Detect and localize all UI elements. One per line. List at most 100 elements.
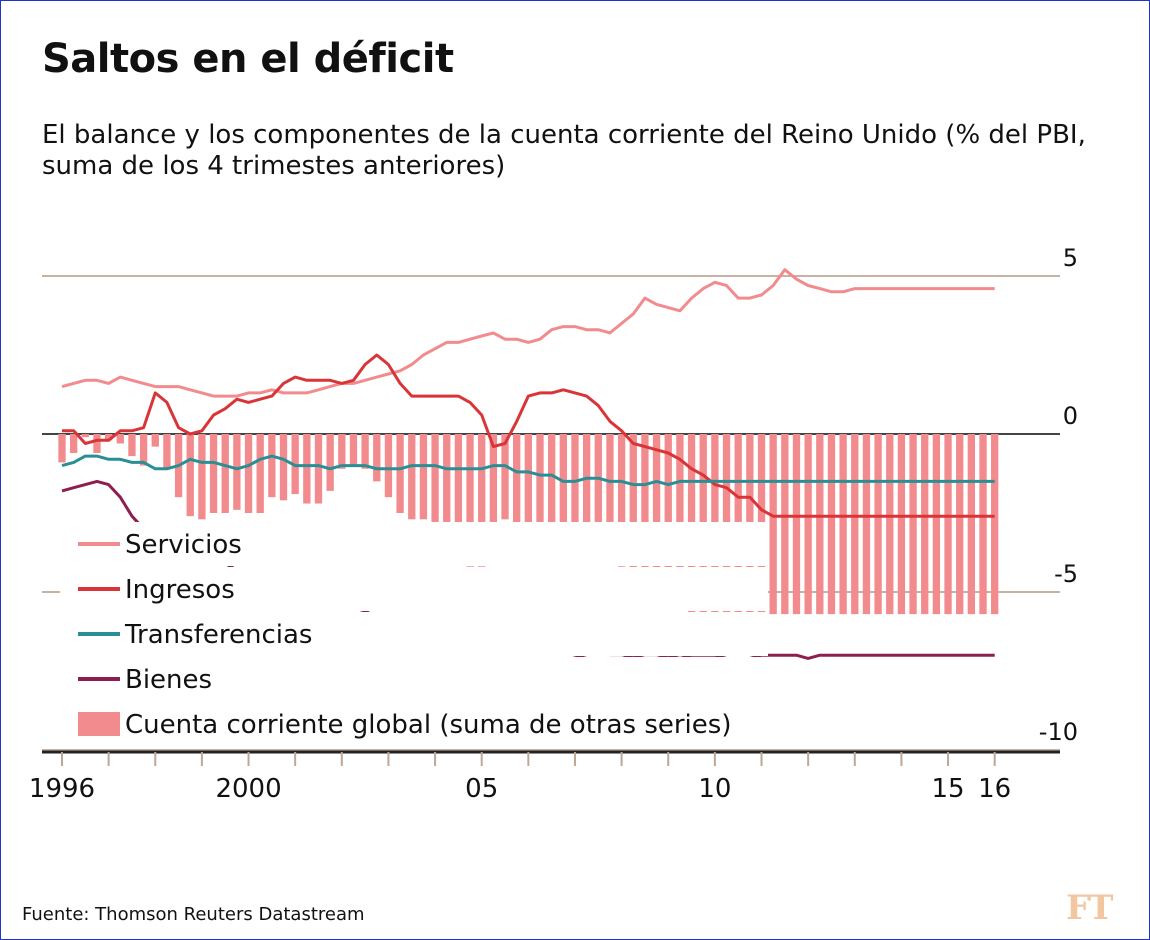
bar-mark bbox=[163, 434, 171, 469]
legend-label: Cuenta corriente global (suma de otras s… bbox=[125, 710, 731, 740]
bar-mark bbox=[676, 434, 684, 605]
bar-mark bbox=[268, 434, 276, 498]
y-tick-label: 5 bbox=[1063, 244, 1078, 272]
y-tick-label: -5 bbox=[1054, 560, 1078, 588]
x-axis: 1996 2000 05 10 15 16 bbox=[29, 750, 1060, 804]
bar-mark bbox=[501, 434, 509, 520]
series-line-ingresos bbox=[62, 353, 995, 518]
bar-mark bbox=[58, 434, 66, 463]
bar-mark bbox=[221, 434, 229, 513]
bar-mark bbox=[536, 434, 544, 536]
series-line-servicios bbox=[61, 268, 995, 398]
bar-mark bbox=[338, 434, 346, 469]
bar-mark bbox=[641, 434, 649, 586]
y-tick-label: 0 bbox=[1063, 402, 1078, 430]
bar-mark bbox=[594, 434, 602, 551]
bar-mark bbox=[617, 434, 626, 567]
legend-label: Transferencias bbox=[124, 620, 312, 650]
bar-mark bbox=[419, 434, 428, 520]
bar-mark bbox=[874, 434, 882, 615]
bar-mark bbox=[279, 434, 288, 501]
bar-mark bbox=[454, 434, 463, 548]
x-tick-label: 2000 bbox=[215, 774, 281, 804]
bar-mark bbox=[827, 434, 836, 615]
bar-mark bbox=[361, 434, 369, 469]
bar-mark bbox=[443, 434, 451, 542]
bar-mark bbox=[804, 434, 812, 615]
bar-mark bbox=[991, 434, 999, 615]
bar-mark bbox=[431, 434, 439, 529]
bar-mark bbox=[466, 434, 474, 567]
bar-mark bbox=[769, 434, 777, 615]
chart-title: Saltos en el déficit bbox=[42, 36, 454, 82]
bar-mark bbox=[81, 434, 89, 438]
x-tick-label: 16 bbox=[978, 774, 1011, 804]
bar-mark bbox=[104, 434, 113, 441]
bar-mark bbox=[816, 434, 824, 615]
bar-mark bbox=[384, 434, 393, 498]
x-tick-label: 10 bbox=[698, 774, 731, 804]
bar-mark bbox=[909, 434, 917, 615]
bar-mark bbox=[256, 434, 264, 513]
bar-mark bbox=[116, 434, 124, 444]
bar-mark bbox=[792, 434, 801, 615]
bar-mark bbox=[139, 434, 148, 466]
x-tick-label: 1996 bbox=[29, 774, 95, 804]
bar-series bbox=[58, 434, 999, 615]
legend-label: Ingresos bbox=[125, 575, 235, 605]
legend-label: Servicios bbox=[125, 530, 242, 560]
bar-mark bbox=[349, 434, 358, 466]
bar-mark bbox=[851, 434, 859, 615]
ft-logo: FT bbox=[1066, 888, 1113, 928]
source-note: Fuente: Thomson Reuters Datastream bbox=[22, 904, 365, 925]
bar-mark bbox=[69, 434, 78, 453]
bar-mark bbox=[244, 434, 253, 513]
y-axis-ticks: 5 0 -5 -10 bbox=[1039, 244, 1078, 746]
bar-mark bbox=[489, 434, 498, 542]
x-tick-label: 15 bbox=[932, 774, 965, 804]
bar-mark bbox=[571, 434, 579, 548]
bar-mark bbox=[209, 434, 218, 513]
bar-mark bbox=[128, 434, 136, 457]
bar-mark bbox=[198, 434, 206, 520]
y-tick-label: -10 bbox=[1039, 718, 1078, 746]
bar-mark bbox=[478, 434, 486, 567]
bar-mark bbox=[314, 434, 323, 504]
bar-mark bbox=[547, 434, 556, 532]
bar-mark bbox=[956, 434, 964, 615]
legend: Servicios Ingresos Transferencias Bienes Cue… bbox=[60, 522, 768, 746]
legend-bg bbox=[60, 567, 768, 611]
bar-mark bbox=[664, 434, 672, 596]
bar-mark bbox=[886, 434, 894, 615]
bar-mark bbox=[921, 434, 929, 615]
bar-mark bbox=[839, 434, 847, 615]
bar-mark bbox=[932, 434, 941, 615]
bar-mark bbox=[652, 434, 661, 589]
bar-mark bbox=[781, 434, 789, 615]
series-line-transferencias bbox=[61, 454, 995, 487]
x-tick-label: 05 bbox=[465, 774, 498, 804]
bar-mark bbox=[151, 434, 159, 447]
bar-mark bbox=[326, 434, 334, 491]
legend-swatch bbox=[78, 712, 120, 736]
bar-mark bbox=[967, 434, 976, 615]
bar-mark bbox=[559, 434, 567, 542]
legend-bg bbox=[60, 612, 768, 656]
bar-mark bbox=[233, 434, 241, 510]
chart-subtitle: El balance y los componentes de la cuent… bbox=[42, 120, 1086, 181]
legend-bg bbox=[60, 522, 768, 566]
bar-mark bbox=[944, 434, 952, 615]
bar-mark bbox=[513, 434, 521, 526]
bar-mark bbox=[606, 434, 614, 555]
bar-mark bbox=[979, 434, 987, 615]
bar-mark bbox=[629, 434, 637, 574]
legend-label: Bienes bbox=[125, 665, 212, 695]
bar-mark bbox=[93, 434, 101, 453]
bar-mark bbox=[897, 434, 906, 615]
bar-mark bbox=[862, 434, 871, 615]
legend-bg bbox=[60, 657, 768, 701]
bar-mark bbox=[582, 434, 591, 548]
bar-mark bbox=[408, 434, 416, 520]
bar-mark bbox=[396, 434, 404, 513]
